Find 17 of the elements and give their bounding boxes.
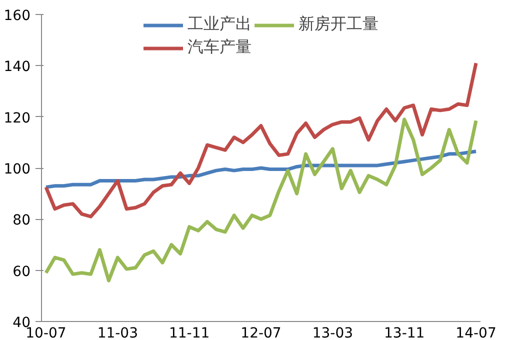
x-tick-label: 12-07 <box>240 326 282 340</box>
y-tick-label: 60 <box>12 264 31 280</box>
y-tick-label: 140 <box>4 59 31 76</box>
x-tick-label: 13-11 <box>384 326 425 340</box>
y-tick-label: 160 <box>4 8 31 24</box>
legend-label: 工业产出 <box>188 14 252 35</box>
x-tick-label: 13-03 <box>312 326 354 340</box>
line-series <box>44 61 478 218</box>
y-tick-label: 120 <box>4 110 31 126</box>
legend-label: 新房开工量 <box>298 14 378 35</box>
y-tick-label: 100 <box>4 162 31 178</box>
x-tick-label: 14-07 <box>456 326 496 340</box>
legend-label: 汽车产量 <box>188 37 252 58</box>
x-tick-label: 11-03 <box>97 326 138 340</box>
line-series <box>44 118 478 282</box>
y-tick-label: 80 <box>12 212 31 229</box>
x-tick-label: 11-11 <box>168 326 210 340</box>
